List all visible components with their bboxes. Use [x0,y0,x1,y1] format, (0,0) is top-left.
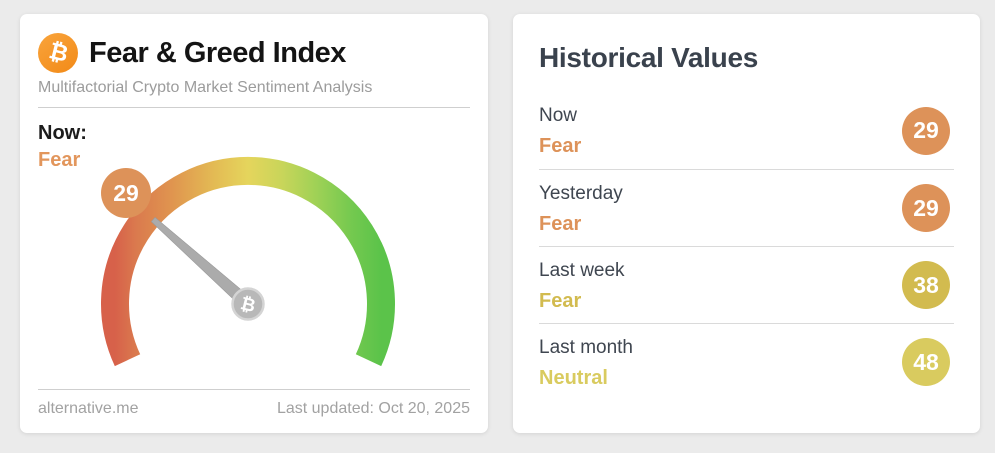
historical-values-card: Historical Values Now Fear 29 Yesterday … [513,14,980,433]
page-title: Fear & Greed Index [89,36,346,69]
fear-greed-gauge: ₿ [88,154,408,394]
row-label: Last month [539,337,633,358]
last-updated-label: Last updated: Oct 20, 2025 [276,400,470,417]
row-label: Yesterday [539,183,623,204]
gauge-svg: ₿ [101,156,395,367]
historical-rows: Now Fear 29 Yesterday Fear 29 Last week … [539,92,954,400]
row-classification: Fear [539,213,582,235]
score-badge: 48 [902,338,950,386]
card-footer: alternative.me Last updated: Oct 20, 202… [38,389,470,433]
row-classification: Neutral [539,367,608,389]
fear-greed-card: ₿ Fear & Greed Index Multifactorial Cryp… [20,14,488,433]
row-label: Now [539,105,578,126]
header-divider [38,107,470,108]
row-label: Last week [539,260,625,281]
row-classification: Fear [539,135,582,157]
row-classification: Fear [539,290,582,312]
gauge-hub-bitcoin-icon: ₿ [238,293,257,317]
now-classification: Fear [38,149,81,171]
gauge-arc [101,156,395,367]
historical-row-last-month: Last month Neutral 48 [539,323,954,400]
historical-values-title: Historical Values [539,42,759,73]
historical-row-last-week: Last week Fear 38 [539,246,954,323]
source-link[interactable]: alternative.me [38,400,139,417]
now-label: Now: [38,122,87,144]
historical-row-now: Now Fear 29 [539,92,954,169]
gauge-hub [231,287,265,321]
score-badge: 29 [902,184,950,232]
bitcoin-icon: ₿ [38,33,78,73]
score-badge: 38 [902,261,950,309]
gauge-value-badge: 29 [101,168,151,218]
subtitle: Multifactorial Crypto Market Sentiment A… [38,79,373,96]
historical-row-yesterday: Yesterday Fear 29 [539,169,954,246]
card-header: ₿ Fear & Greed Index [38,33,470,73]
score-badge: 29 [902,106,950,155]
bitcoin-glyph: ₿ [45,37,71,68]
